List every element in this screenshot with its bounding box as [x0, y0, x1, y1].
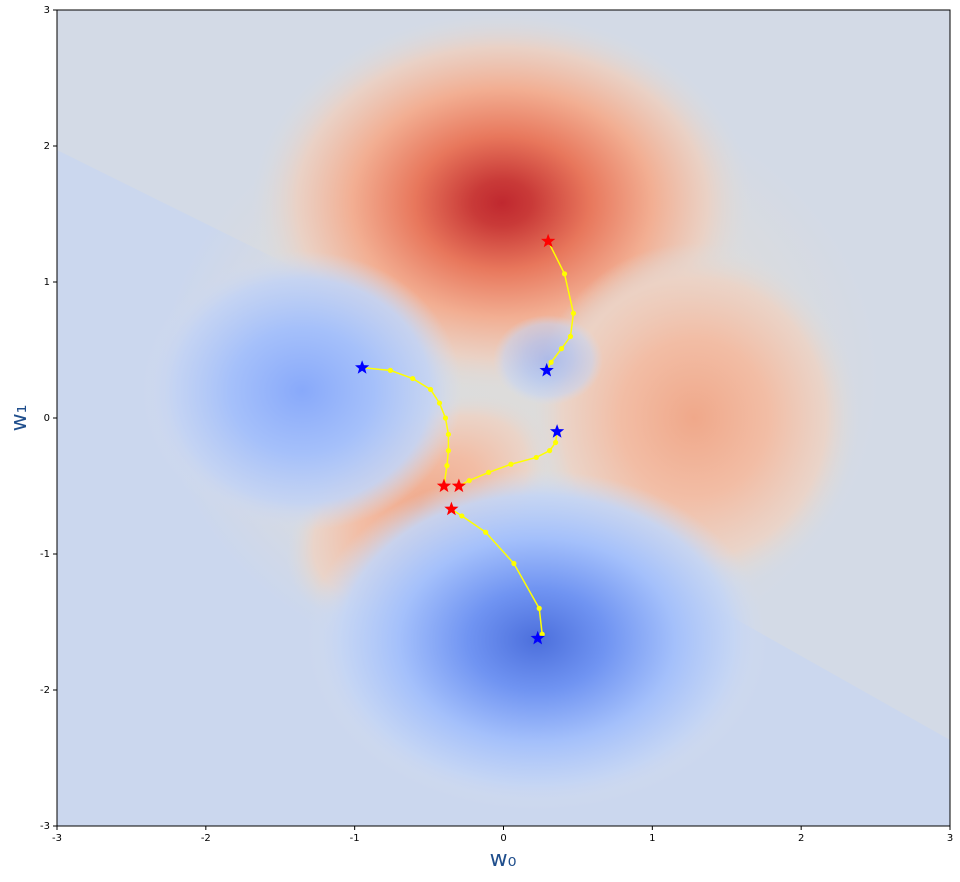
star-marker — [451, 478, 466, 493]
y-tick-label: 2 — [44, 141, 50, 152]
trajectory-point — [533, 454, 539, 461]
trajectory — [362, 366, 450, 487]
trajectory-point — [436, 400, 443, 406]
star-marker — [436, 478, 452, 493]
star-marker — [549, 424, 565, 438]
trajectory-point — [508, 461, 514, 467]
trajectory-point — [552, 439, 559, 446]
trajectory-point — [444, 463, 450, 469]
star-marker — [355, 360, 370, 374]
x-tick-label: 3 — [947, 833, 953, 844]
star-marker — [444, 501, 459, 516]
x-tick-label: -1 — [350, 833, 360, 844]
star-marker — [530, 630, 545, 645]
x-tick-label: -2 — [201, 833, 211, 844]
trajectory-point — [427, 386, 434, 393]
star-marker — [539, 362, 554, 377]
trajectory-point — [548, 359, 554, 365]
x-tick-label: -3 — [52, 833, 62, 844]
y-tick-label: 3 — [44, 5, 50, 16]
star-marker — [541, 233, 556, 248]
trajectory-point — [466, 477, 472, 484]
y-tick-label: -1 — [40, 549, 50, 560]
x-tick-label: 2 — [798, 833, 804, 844]
trajectory-point — [567, 333, 574, 339]
trajectory-point — [558, 346, 565, 352]
trajectory-point — [570, 310, 577, 316]
y-axis-title: w₁ — [7, 405, 32, 432]
trajectory-point — [387, 367, 393, 373]
y-tick-label: -2 — [40, 685, 50, 696]
trajectory-point — [445, 448, 452, 454]
x-tick-label: 0 — [500, 833, 506, 844]
y-tick-label: 0 — [44, 413, 50, 424]
trajectory-point — [459, 513, 465, 519]
trajectory-point — [511, 560, 517, 567]
trajectory-point — [483, 529, 489, 535]
trajectory-point — [536, 605, 542, 612]
y-tick-label: 1 — [44, 277, 50, 288]
trajectory-point — [547, 448, 553, 454]
y-tick-label: -3 — [40, 821, 50, 832]
trajectory-point — [539, 631, 545, 637]
trajectory-point — [561, 271, 568, 277]
x-axis-title: w₀ — [490, 847, 517, 872]
trajectory-point — [445, 431, 452, 437]
trajectory-point — [442, 415, 449, 421]
contour-field — [57, 10, 950, 826]
x-tick-label: 1 — [649, 833, 655, 844]
trajectory-point — [486, 469, 492, 475]
trajectory-point — [410, 375, 416, 382]
